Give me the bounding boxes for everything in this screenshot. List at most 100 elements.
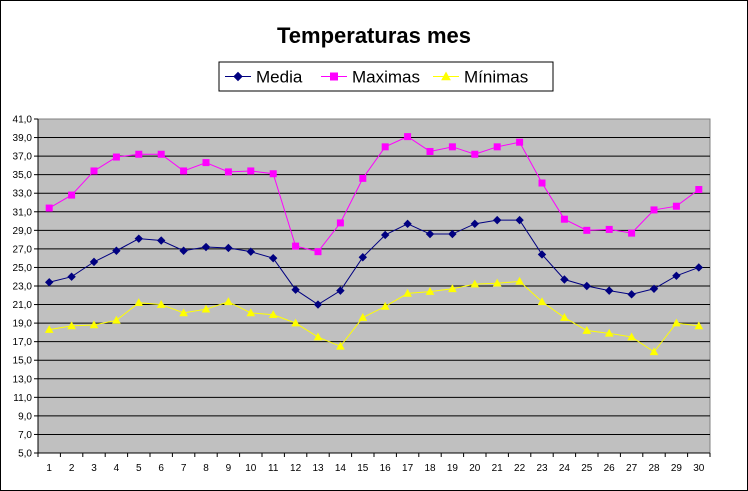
x-tick-label: 20 xyxy=(469,463,481,474)
x-tick-label: 17 xyxy=(402,463,414,474)
data-point-maximas xyxy=(516,138,524,146)
data-point-maximas xyxy=(269,170,277,178)
data-point-media xyxy=(425,229,435,239)
x-tick-label: 27 xyxy=(626,463,638,474)
data-point-maximas xyxy=(560,215,568,223)
x-tick-label: 15 xyxy=(357,463,369,474)
x-tick-label: 10 xyxy=(245,463,257,474)
data-point-media xyxy=(89,257,99,267)
y-tick-label: 39,0 xyxy=(13,133,33,144)
data-point-media xyxy=(246,247,256,256)
data-point-m-nimas xyxy=(44,325,54,333)
data-point-maximas xyxy=(336,219,344,227)
data-point-media xyxy=(336,286,345,295)
x-tick-label: 23 xyxy=(536,463,548,474)
data-point-m-nimas xyxy=(313,332,323,341)
data-point-m-nimas xyxy=(560,313,569,321)
x-tick-label: 19 xyxy=(447,463,459,474)
y-tick-label: 19,0 xyxy=(13,319,33,330)
x-tick-label: 3 xyxy=(91,463,97,474)
data-point-media xyxy=(156,236,166,245)
x-tick-label: 22 xyxy=(514,463,526,474)
data-point-m-nimas xyxy=(403,288,412,297)
x-tick-label: 18 xyxy=(424,463,436,474)
x-tick-label: 26 xyxy=(604,463,616,474)
data-point-media xyxy=(358,253,368,262)
data-point-media xyxy=(694,263,704,272)
data-point-m-nimas xyxy=(537,297,547,306)
x-tick-label: 16 xyxy=(380,463,392,474)
data-point-media xyxy=(403,219,412,229)
data-point-m-nimas xyxy=(67,321,76,330)
y-tick-label: 13,0 xyxy=(13,374,33,385)
y-tick-label: 37,0 xyxy=(13,152,33,163)
x-tick-label: 1 xyxy=(46,463,52,474)
x-tick-label: 2 xyxy=(69,463,75,474)
data-point-m-nimas xyxy=(604,328,614,337)
data-point-maximas xyxy=(650,206,658,214)
data-point-m-nimas xyxy=(649,347,659,356)
x-tick-label: 8 xyxy=(203,463,209,474)
data-point-maximas xyxy=(471,150,479,158)
data-point-media xyxy=(448,229,457,239)
data-point-media xyxy=(515,215,524,225)
chart-title: Temperaturas mes xyxy=(276,23,471,48)
data-point-m-nimas xyxy=(425,287,435,295)
data-point-m-nimas xyxy=(112,315,121,324)
legend-label-maximas: Maximas xyxy=(352,68,420,87)
x-tick-label: 30 xyxy=(693,463,705,474)
data-point-maximas xyxy=(605,225,613,233)
data-point-m-nimas xyxy=(201,304,211,313)
x-tick-label: 28 xyxy=(648,463,660,474)
data-point-media xyxy=(224,243,233,253)
data-point-m-nimas xyxy=(179,308,188,317)
x-tick-label: 14 xyxy=(335,463,347,474)
x-tick-label: 24 xyxy=(559,463,571,474)
data-point-maximas xyxy=(314,248,322,256)
data-point-media xyxy=(560,275,569,284)
data-point-maximas xyxy=(68,191,76,199)
y-tick-label: 21,0 xyxy=(13,300,33,311)
data-point-m-nimas xyxy=(224,297,233,306)
data-point-m-nimas xyxy=(156,300,166,308)
data-point-maximas xyxy=(426,147,434,155)
data-point-m-nimas xyxy=(672,318,681,327)
data-point-m-nimas xyxy=(336,341,345,350)
data-point-media xyxy=(627,290,636,299)
y-tick-label: 33,0 xyxy=(13,189,33,200)
y-tick-label: 7,0 xyxy=(18,430,32,441)
legend: Media Maximas Mínimas xyxy=(218,61,554,92)
data-point-media xyxy=(380,230,390,240)
data-point-maximas xyxy=(381,143,389,151)
data-point-media xyxy=(470,219,480,229)
data-point-media xyxy=(291,285,300,294)
x-tick-label: 4 xyxy=(114,463,120,474)
x-tick-label: 11 xyxy=(268,463,279,474)
data-point-m-nimas xyxy=(358,313,368,321)
x-tick-label: 6 xyxy=(158,463,164,474)
y-tick-label: 15,0 xyxy=(13,356,33,367)
y-tick-label: 25,0 xyxy=(13,263,33,274)
data-point-maximas xyxy=(672,202,680,210)
data-point-maximas xyxy=(493,143,501,151)
data-point-m-nimas xyxy=(448,284,457,293)
data-point-media xyxy=(492,215,502,225)
x-tick-label: 25 xyxy=(581,463,593,474)
data-point-m-nimas xyxy=(291,318,300,327)
plot-area: 5,0 7,0 9,0 11,0 13,0 15,0 17,0 19,0 21,0 23,0 25,… xyxy=(13,115,711,474)
data-point-maximas xyxy=(583,226,591,234)
data-point-media xyxy=(313,300,323,309)
y-tick-label: 9,0 xyxy=(18,411,32,422)
data-point-m-nimas xyxy=(380,301,390,310)
data-point-media xyxy=(672,271,681,281)
data-point-m-nimas xyxy=(582,326,592,334)
data-point-media xyxy=(67,272,76,281)
y-tick-label: 41,0 xyxy=(13,115,33,126)
series-line-m-nimas xyxy=(49,280,699,353)
data-point-maximas xyxy=(292,242,300,250)
y-tick-label: 27,0 xyxy=(13,244,33,255)
data-point-media xyxy=(179,246,188,255)
legend-label-m-nimas: Mínimas xyxy=(464,68,528,87)
data-point-media xyxy=(112,246,121,255)
